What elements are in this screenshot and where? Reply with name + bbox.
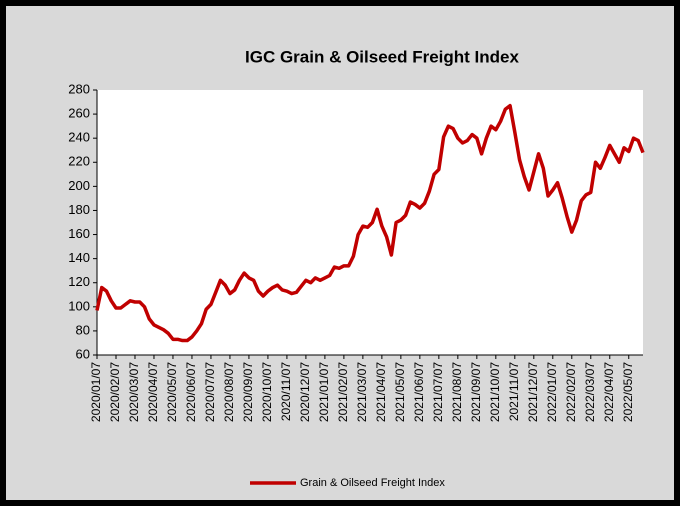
y-tick-label: 160 — [68, 226, 90, 241]
x-tick-label: 2020/01/07 — [89, 362, 103, 422]
x-tick-label: 2020/12/07 — [298, 362, 312, 422]
y-tick-label: 280 — [68, 81, 90, 96]
x-tick-label: 2021/08/07 — [450, 362, 464, 422]
x-tick-label: 2020/06/07 — [184, 362, 198, 422]
x-tick-label: 2021/10/07 — [488, 362, 502, 422]
x-tick-label: 2021/06/07 — [412, 362, 426, 422]
series-line — [95, 103, 645, 343]
x-tick-label: 2021/11/07 — [507, 362, 521, 421]
y-tick-label: 140 — [68, 250, 90, 265]
y-tick-label: 240 — [68, 130, 90, 145]
y-tick-label: 200 — [68, 178, 90, 193]
y-tick-label: 80 — [76, 322, 90, 337]
x-tick-label: 2020/08/07 — [222, 362, 236, 422]
x-tick-label: 2020/09/07 — [241, 362, 255, 422]
x-tick-label: 2021/01/07 — [317, 362, 331, 422]
x-tick-label: 2022/05/07 — [621, 362, 635, 422]
x-tick-label: 2022/02/07 — [564, 362, 578, 422]
x-tick-label: 2020/04/07 — [146, 362, 160, 422]
x-tick-label: 2020/07/07 — [203, 362, 217, 422]
x-tick-label: 2020/03/07 — [127, 362, 141, 422]
y-tick-label: 60 — [76, 346, 90, 361]
x-tick-label: 2021/02/07 — [336, 362, 350, 422]
y-tick-label: 120 — [68, 274, 90, 289]
x-tick-label: 2021/12/07 — [526, 362, 540, 422]
x-tick-label: 2022/04/07 — [602, 362, 616, 422]
y-tick-label: 220 — [68, 154, 90, 169]
x-tick-label: 2021/09/07 — [469, 362, 483, 422]
x-tick-label: 2021/04/07 — [374, 362, 388, 422]
x-tick-label: 2020/05/07 — [165, 362, 179, 422]
x-tick-label: 2022/03/07 — [583, 362, 597, 422]
x-tick-label: 2020/10/07 — [260, 362, 274, 422]
y-tick-label: 180 — [68, 202, 90, 217]
x-tick-label: 2021/07/07 — [431, 362, 445, 422]
legend-label: Grain & Oilseed Freight Index — [300, 477, 445, 489]
chart-title: IGC Grain & Oilseed Freight Index — [245, 47, 519, 66]
x-tick-label: 2020/11/07 — [279, 362, 293, 421]
x-tick-label: 2021/05/07 — [393, 362, 407, 422]
x-tick-label: 2021/03/07 — [355, 362, 369, 422]
x-tick-label: 2020/02/07 — [108, 362, 122, 422]
y-tick-label: 100 — [68, 298, 90, 313]
x-tick-label: 2022/01/07 — [545, 362, 559, 422]
y-tick-label: 260 — [68, 106, 90, 121]
